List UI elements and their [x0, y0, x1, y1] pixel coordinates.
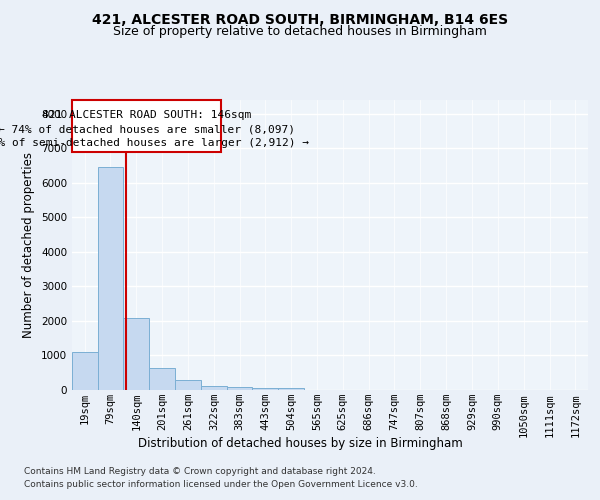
Text: 421 ALCESTER ROAD SOUTH: 146sqm: 421 ALCESTER ROAD SOUTH: 146sqm	[42, 110, 251, 120]
Text: Size of property relative to detached houses in Birmingham: Size of property relative to detached ho…	[113, 25, 487, 38]
Text: Contains HM Land Registry data © Crown copyright and database right 2024.: Contains HM Land Registry data © Crown c…	[24, 468, 376, 476]
Text: Distribution of detached houses by size in Birmingham: Distribution of detached houses by size …	[137, 438, 463, 450]
Bar	[253, 388, 278, 390]
Y-axis label: Number of detached properties: Number of detached properties	[22, 152, 35, 338]
Bar	[175, 380, 201, 390]
Text: 26% of semi-detached houses are larger (2,912) →: 26% of semi-detached houses are larger (…	[0, 138, 308, 148]
Bar	[124, 318, 149, 390]
Bar	[98, 168, 124, 390]
Text: 421, ALCESTER ROAD SOUTH, BIRMINGHAM, B14 6ES: 421, ALCESTER ROAD SOUTH, BIRMINGHAM, B1…	[92, 12, 508, 26]
Bar	[201, 386, 227, 390]
Text: ← 74% of detached houses are smaller (8,097): ← 74% of detached houses are smaller (8,…	[0, 124, 295, 134]
FancyBboxPatch shape	[72, 100, 221, 152]
Bar	[149, 368, 175, 390]
Bar	[72, 352, 98, 390]
Bar	[278, 388, 304, 390]
Bar	[227, 387, 253, 390]
Text: Contains public sector information licensed under the Open Government Licence v3: Contains public sector information licen…	[24, 480, 418, 489]
